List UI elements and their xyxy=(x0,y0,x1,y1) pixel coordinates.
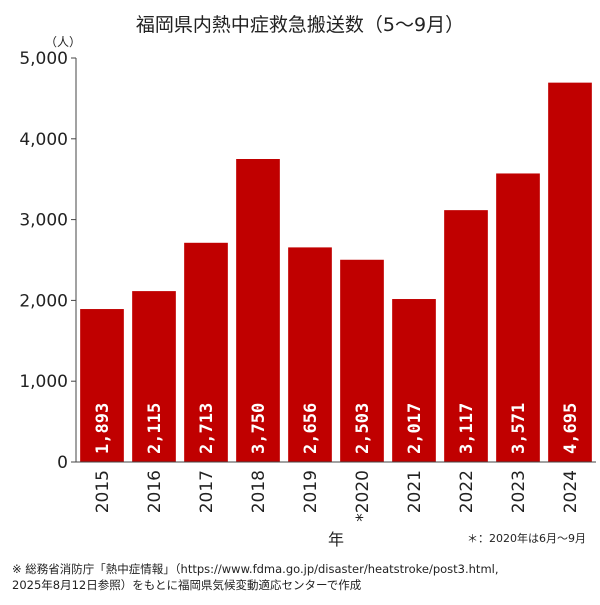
x-tick-label: 2017 xyxy=(197,470,217,513)
x-tick-label: 2024 xyxy=(561,470,581,513)
bar xyxy=(236,159,280,462)
bar xyxy=(184,242,228,462)
bar-value-label: 2,017 xyxy=(405,403,425,454)
y-tick-label: 1,000 xyxy=(19,372,68,392)
y-tick-label: 4,000 xyxy=(19,130,68,150)
y-tick-label: 0 xyxy=(57,453,68,473)
x-tick-label: 2023 xyxy=(509,470,529,513)
bar xyxy=(340,259,384,462)
bar-value-label: 2,713 xyxy=(197,403,217,454)
source-line-2: 2025年8月12日参照）をもとに福岡県気候変動適応センターで作成 xyxy=(12,578,362,592)
y-tick-label: 3,000 xyxy=(19,211,68,231)
x-tick-label: 2015 xyxy=(93,470,113,513)
bar-value-label: 3,750 xyxy=(249,403,269,454)
bar-value-label: 4,695 xyxy=(561,403,581,454)
bar xyxy=(496,173,540,462)
bar xyxy=(80,309,124,462)
x-axis-title: 年 xyxy=(328,530,345,549)
bar xyxy=(288,247,332,462)
bar-chart: 0 1,000 2,000 3,000 4,000 5,000 1,893 2015 2,115… xyxy=(19,49,596,522)
x-tick-label: 2018 xyxy=(249,470,269,513)
bar-value-label: 2,656 xyxy=(301,403,321,454)
x-tick-label: 2016 xyxy=(145,470,165,513)
bar-value-label: 3,117 xyxy=(457,403,477,454)
y-axis-unit: （人） xyxy=(45,35,82,49)
x-tick-label: 2022 xyxy=(457,470,477,513)
bar xyxy=(548,82,592,463)
x-tick-label: 2021 xyxy=(405,470,425,513)
x-tick-label: 2019 xyxy=(301,470,321,513)
bar xyxy=(392,299,436,462)
bar-value-label: 2,503 xyxy=(353,403,373,454)
source-note: ※ 総務省消防庁「熱中症情報」（https://www.fdma.go.jp/d… xyxy=(12,561,592,593)
bar xyxy=(132,291,176,462)
y-tick-label: 5,000 xyxy=(19,49,68,69)
bar-value-label: 1,893 xyxy=(93,403,113,454)
bar-value-label: 3,571 xyxy=(509,403,529,454)
y-tick-label: 2,000 xyxy=(19,291,68,311)
footnote: ＊：2020年は6月～9月 xyxy=(467,532,586,545)
x-tick-label: *2020 xyxy=(353,470,373,522)
bar xyxy=(444,210,488,462)
bar-value-label: 2,115 xyxy=(145,403,165,454)
chart-title: 福岡県内熱中症救急搬送数（5～9月） xyxy=(135,14,465,36)
source-line-1: ※ 総務省消防庁「熱中症情報」（https://www.fdma.go.jp/d… xyxy=(12,562,499,576)
